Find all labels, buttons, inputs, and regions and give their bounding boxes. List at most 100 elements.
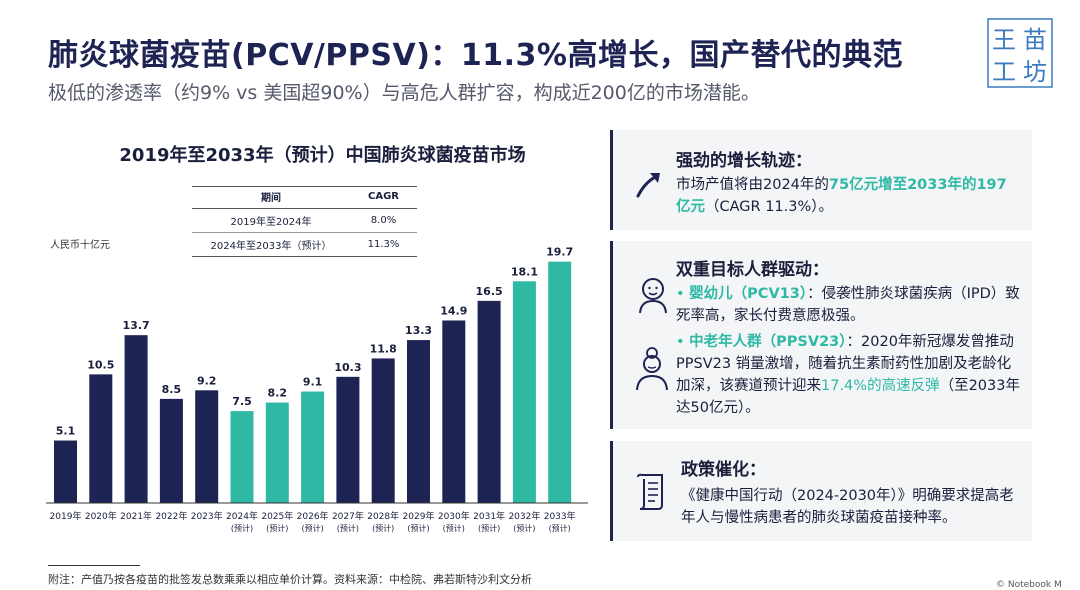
growth-highlight: 75亿元增至2033年的197亿元 bbox=[676, 177, 1007, 215]
bar-2023年 bbox=[195, 390, 219, 503]
table-row: 2024年至2033年（预计） 11.3% bbox=[192, 232, 417, 257]
policy-card: 政策催化： 《健康中国行动（2024-2030年）》明确要求提高老年人与慢性病患… bbox=[610, 441, 1032, 541]
bar-2028年 bbox=[371, 358, 395, 503]
x-tick-sublabel: (预计) bbox=[513, 523, 535, 533]
policy-card-text: 《健康中国行动（2024-2030年）》明确要求提高老年人与慢性病患者的肺炎球菌… bbox=[681, 488, 1014, 526]
growth-text-b: （CAGR 11.3%）。 bbox=[705, 199, 834, 215]
data-label: 13.7 bbox=[123, 319, 150, 332]
elderly-description: ：2020年新冠爆发曾推动PPSV23 销量激增，随着抗生素耐药性加剧及老龄化加… bbox=[676, 334, 1014, 394]
bar-2020年 bbox=[89, 374, 113, 503]
page-title: 肺炎球菌疫苗(PCV/PPSV)：11.3%高增长，国产替代的典范 bbox=[48, 38, 903, 73]
data-label: 14.9 bbox=[440, 304, 467, 317]
svg-text:王: 王 bbox=[992, 26, 1016, 54]
infant-icon bbox=[639, 278, 667, 314]
infant-description: ：侵袭性肺炎球菌疾病（IPD）致死率高，家长付费意愿极强。 bbox=[676, 286, 1020, 324]
copyright: © Notebook M bbox=[996, 580, 1062, 590]
x-tick-label: 2025年 bbox=[261, 510, 293, 522]
svg-text:坊: 坊 bbox=[1023, 58, 1047, 86]
infant-text: • 婴幼儿（PCV13）：侵袭性肺炎球菌疾病（IPD）致死率高，家长付费意愿极强… bbox=[676, 286, 1020, 324]
bar-2022年 bbox=[159, 398, 183, 503]
chart-title: 2019年至2033年（预计）中国肺炎球菌疫苗市场 bbox=[119, 145, 526, 166]
data-label: 10.5 bbox=[87, 358, 114, 371]
data-label: 8.2 bbox=[268, 387, 288, 400]
footnote: 附注：产值乃按各疫苗的批签发总数乘乘以相应单价计算。资料来源：中检院、弗若斯特沙… bbox=[48, 573, 532, 586]
x-tick-sublabel: (预计) bbox=[407, 523, 429, 533]
x-tick-sublabel: (预计) bbox=[301, 523, 323, 533]
cagr-value: 8.0% bbox=[350, 208, 417, 233]
bar-2027年 bbox=[336, 376, 360, 503]
x-tick-sublabel: (预计) bbox=[266, 523, 288, 533]
growth-card: 强劲的增长轨迹： 市场产值将由2024年的75亿元增至2033年的197亿元（C… bbox=[610, 130, 1032, 230]
cagr-header-period: 期间 bbox=[192, 186, 350, 209]
y-axis-unit: 人民币十亿元 bbox=[50, 240, 110, 251]
x-tick-sublabel: (预计) bbox=[443, 523, 465, 533]
bar-2030年 bbox=[442, 320, 466, 503]
document-scroll-icon bbox=[637, 473, 663, 510]
page-subtitle: 极低的渗透率（约9% vs 美国超90%）与高危人群扩容，构成近200亿的市场潜… bbox=[48, 82, 760, 104]
table-row: 2019年至2024年 8.0% bbox=[192, 208, 417, 233]
infant-label: 婴幼儿（PCV13） bbox=[689, 286, 808, 302]
bar-2032年 bbox=[512, 281, 536, 503]
bar-2025年 bbox=[265, 402, 289, 503]
data-label: 7.5 bbox=[232, 395, 252, 408]
x-tick-sublabel: (预计) bbox=[478, 523, 500, 533]
cagr-period: 2024年至2033年（预计） bbox=[192, 232, 350, 257]
trend-up-arrow-icon bbox=[636, 173, 660, 198]
x-tick-sublabel: (预计) bbox=[372, 523, 394, 533]
drivers-card: 双重目标人群驱动： • 婴幼儿（PCV13）：侵袭性肺炎球菌疾病（IPD）致死率… bbox=[610, 241, 1032, 429]
x-tick-label: 2033年 bbox=[544, 510, 576, 522]
elderly-highlight: 17.4%的高速反弹 bbox=[821, 378, 940, 394]
cagr-header-value: CAGR bbox=[350, 186, 417, 209]
x-tick-label: 2029年 bbox=[403, 510, 435, 522]
data-label: 13.3 bbox=[405, 324, 432, 337]
data-label: 19.7 bbox=[546, 246, 573, 259]
elderly-label: 中老年人群（PPSV23） bbox=[689, 334, 847, 350]
cagr-table: 期间 CAGR 2019年至2024年 8.0% 2024年至2033年（预计）… bbox=[192, 186, 417, 257]
data-label: 18.1 bbox=[511, 265, 538, 278]
x-tick-label: 2020年 bbox=[85, 510, 117, 522]
elderly-description-end: （至2033年达50亿元）。 bbox=[676, 378, 1020, 416]
x-tick-label: 2032年 bbox=[508, 510, 540, 522]
bar-chart: 5.1 2019年 10.5 2020年 13.7 2021年 8.5 2022年 9.2 202… bbox=[46, 246, 588, 533]
data-label: 5.1 bbox=[56, 425, 76, 438]
elderly-person-icon bbox=[636, 347, 668, 391]
data-label: 9.2 bbox=[197, 374, 217, 387]
growth-card-title: 强劲的增长轨迹： bbox=[676, 151, 812, 171]
bar-2021年 bbox=[124, 335, 148, 503]
x-tick-label: 2031年 bbox=[473, 510, 505, 522]
brand-logo: 王 苗 工 坊 bbox=[987, 18, 1053, 88]
elderly-text: • 中老年人群（PPSV23）：2020年新冠爆发曾推动PPSV23 销量激增，… bbox=[676, 334, 1020, 416]
x-tick-label: 2027年 bbox=[332, 510, 364, 522]
x-tick-label: 2030年 bbox=[438, 510, 470, 522]
x-tick-label: 2021年 bbox=[120, 510, 152, 522]
x-tick-label: 2026年 bbox=[297, 510, 329, 522]
x-tick-label: 2019年 bbox=[50, 510, 82, 522]
footnote-divider bbox=[48, 565, 140, 566]
bar-2026年 bbox=[301, 391, 325, 503]
drivers-card-title: 双重目标人群驱动： bbox=[676, 260, 829, 280]
x-tick-label: 2023年 bbox=[191, 510, 223, 522]
growth-card-text: 市场产值将由2024年的75亿元增至2033年的197亿元（CAGR 11.3%… bbox=[676, 174, 1021, 218]
data-label: 10.3 bbox=[334, 361, 361, 374]
svg-text:工: 工 bbox=[992, 58, 1016, 86]
cagr-value: 11.3% bbox=[350, 232, 417, 257]
bar-2031年 bbox=[477, 300, 501, 503]
x-tick-label: 2024年 bbox=[226, 510, 258, 522]
cagr-period: 2019年至2024年 bbox=[192, 208, 350, 233]
x-tick-sublabel: (预计) bbox=[337, 523, 359, 533]
x-tick-label: 2028年 bbox=[367, 510, 399, 522]
x-tick-sublabel: (预计) bbox=[231, 523, 253, 533]
bar-2033年 bbox=[548, 261, 572, 503]
growth-text-a: 市场产值将由2024年的 bbox=[676, 177, 829, 193]
policy-card-title: 政策催化： bbox=[681, 460, 766, 480]
bar-2019年 bbox=[54, 440, 77, 503]
data-label: 11.8 bbox=[370, 342, 397, 355]
bar-2029年 bbox=[407, 340, 430, 503]
x-tick-label: 2022年 bbox=[155, 510, 187, 522]
data-label: 9.1 bbox=[303, 376, 323, 389]
x-tick-sublabel: (预计) bbox=[549, 523, 571, 533]
data-label: 8.5 bbox=[162, 383, 182, 396]
svg-text:苗: 苗 bbox=[1023, 26, 1047, 54]
data-label: 16.5 bbox=[476, 285, 503, 298]
bar-2024年 bbox=[230, 411, 254, 503]
